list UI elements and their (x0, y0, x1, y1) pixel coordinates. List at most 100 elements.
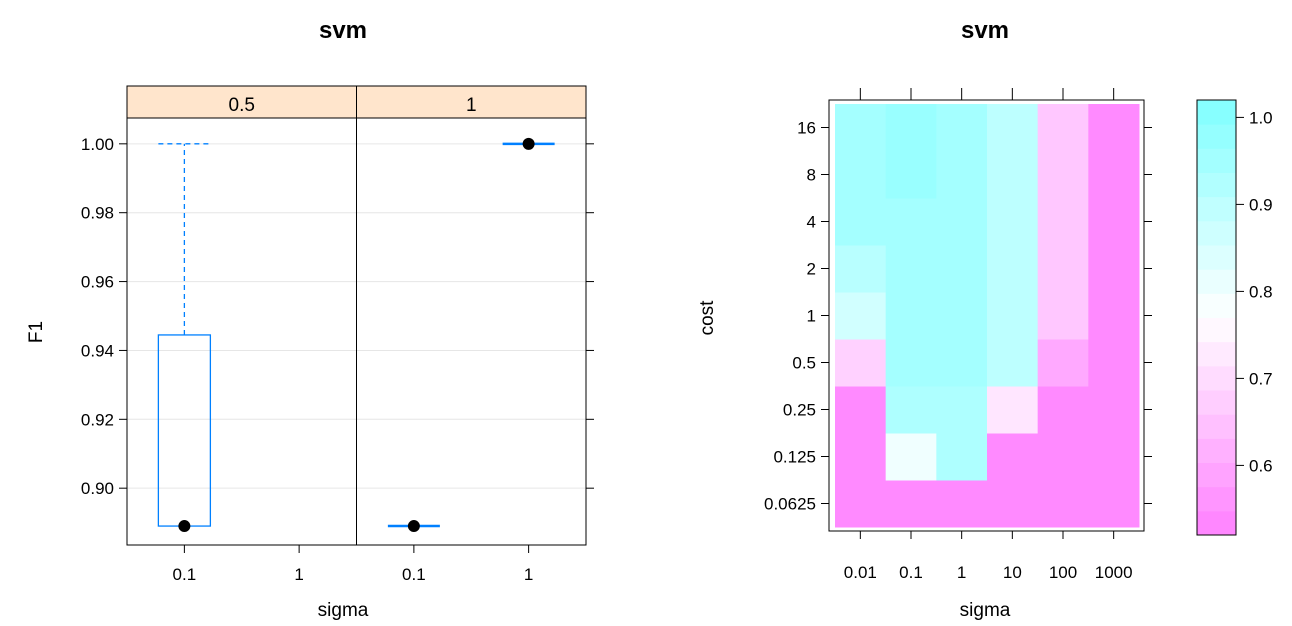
heatmap-cell (1088, 104, 1140, 152)
ytick-label: 0.96 (81, 273, 114, 292)
heat-ytick-label: 8 (807, 166, 816, 185)
heatmap-cell (987, 198, 1039, 246)
colorkey-band (1197, 172, 1236, 198)
heatmap-cell (936, 480, 988, 528)
boxplot-strips: 0.5 1 (126, 85, 587, 119)
heatmap-cell (835, 151, 887, 199)
heatmap-colorkey: 0.6 0.7 0.8 0.9 1.0 (1196, 99, 1273, 536)
colorkey-band (1197, 390, 1236, 415)
heatmap-cell (835, 245, 887, 293)
heatmap-cell (936, 151, 988, 199)
xtick-label: 0.1 (173, 565, 197, 584)
colorkey-tick-label: 0.7 (1249, 369, 1273, 388)
heatmap-cell (1088, 245, 1140, 293)
heatmap-cell (885, 104, 937, 152)
heatmap-cell (835, 386, 887, 434)
box-group (387, 520, 440, 533)
xtick-label: 0.1 (402, 565, 426, 584)
heat-ytick-label: 4 (807, 213, 816, 232)
heat-ytick-label: 16 (797, 119, 816, 138)
colorkey-tick-label: 0.8 (1249, 282, 1273, 301)
colorkey-band (1197, 365, 1236, 391)
boxplot-chart: svm F1 sigma 0.5 1 0.90 0.92 0.94 0.96 0.98 1.… (26, 17, 594, 621)
heatmap-xlabel: sigma (960, 600, 1011, 621)
ytick-label: 1.00 (81, 135, 114, 154)
heatmap-cell (987, 386, 1039, 434)
heatmap-cell (1037, 386, 1089, 434)
strip-background (126, 85, 357, 119)
heatmap-cell (885, 433, 937, 481)
strip-label: 1 (466, 95, 477, 116)
heatmap-cell (835, 339, 887, 387)
colorkey-band (1197, 341, 1236, 367)
ytick-label: 0.90 (81, 479, 114, 498)
heatmap-cells (835, 104, 1140, 528)
heat-xtick-label: 1 (957, 563, 966, 582)
boxplot-xlabel: sigma (318, 600, 369, 621)
strip-background (356, 85, 587, 119)
xtick-label: 1 (294, 565, 303, 584)
heat-xtick-label: 10 (1003, 563, 1022, 582)
ytick-label: 0.98 (81, 204, 114, 223)
heatmap-cell (936, 245, 988, 293)
heatmap-cell (1088, 480, 1140, 528)
colorkey-tick-label: 0.6 (1249, 456, 1273, 475)
median-dot (407, 520, 420, 533)
heatmap-cell (1088, 433, 1140, 481)
boxplot-ylabel: F1 (26, 321, 47, 343)
heatmap-cell (1037, 480, 1089, 528)
colorkey-band (1197, 245, 1236, 270)
heat-ytick-label: 0.5 (792, 354, 816, 373)
heat-ytick-label: 0.0625 (764, 495, 816, 514)
heatmap-cell (1037, 292, 1089, 340)
heatmap-cell (987, 433, 1039, 481)
heatmap-cell (987, 151, 1039, 199)
colorkey-band (1197, 486, 1236, 512)
heatmap-axes: 0.01 0.1 1 10 100 1000 0.0625 0.125 0.25 0.5 1 2 4 8 1… (764, 88, 1152, 582)
ytick-label: 0.94 (81, 341, 114, 360)
colorkey-band (1197, 100, 1236, 125)
heatmap-cell (1088, 386, 1140, 434)
boxplot-title: svm (319, 17, 367, 44)
heatmap-cell (1088, 339, 1140, 387)
heatmap-title: svm (961, 17, 1009, 44)
heat-ytick-label: 1 (807, 307, 816, 326)
heatmap-cell (835, 433, 887, 481)
median-dot (178, 520, 191, 533)
heatmap-cell (1037, 104, 1089, 152)
colorkey-frame (1196, 99, 1237, 536)
heatmap-cell (885, 339, 937, 387)
heatmap-cell (835, 480, 887, 528)
colorkey-band (1197, 510, 1236, 536)
heat-xtick-label: 0.01 (844, 563, 877, 582)
heatmap-cell (936, 339, 988, 387)
colorkey-band (1197, 462, 1236, 488)
heatmap-cell (835, 104, 887, 152)
colorkey-tick-label: 0.9 (1249, 195, 1273, 214)
heatmap-cell (885, 245, 937, 293)
heatmap-cell (987, 104, 1039, 152)
heat-xtick-label: 1000 (1095, 563, 1133, 582)
box (157, 334, 212, 527)
heatmap-cell (1037, 151, 1089, 199)
heatmap-chart: svm cost sigma 0.01 0.1 1 10 100 10000.06250.… (697, 17, 1273, 621)
colorkey-band (1197, 220, 1236, 246)
colorkey-band (1197, 124, 1236, 149)
colorkey-band (1197, 196, 1236, 222)
colorkey-band (1197, 269, 1236, 294)
ytick-label: 0.92 (81, 410, 114, 429)
heatmap-cell (835, 198, 887, 246)
colorkey-band (1197, 414, 1236, 439)
heatmap-cell (936, 198, 988, 246)
heatmap-cell (936, 104, 988, 152)
heatmap-cell (987, 480, 1039, 528)
heatmap-cell (936, 292, 988, 340)
heatmap-cell (885, 292, 937, 340)
box-group (157, 143, 212, 533)
heatmap-cell (835, 292, 887, 340)
colorkey-tick-label: 1.0 (1249, 108, 1273, 127)
colorkey-band (1197, 293, 1236, 318)
heat-ytick-label: 0.125 (773, 448, 816, 467)
heatmap-cell (1088, 198, 1140, 246)
heatmap-cell (885, 151, 937, 199)
